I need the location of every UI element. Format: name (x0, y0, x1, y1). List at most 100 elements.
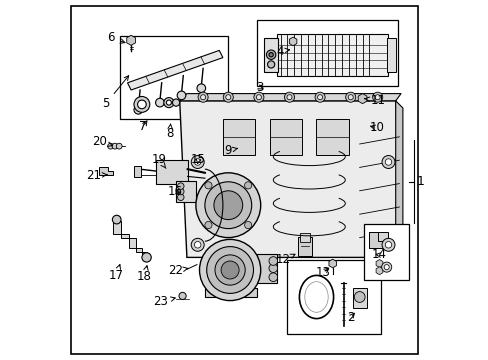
Bar (276, 34, 387, 76)
Polygon shape (375, 267, 382, 275)
Polygon shape (179, 94, 400, 101)
Polygon shape (113, 218, 147, 259)
Bar (316, 119, 348, 155)
Circle shape (381, 156, 394, 168)
Circle shape (134, 105, 142, 114)
Circle shape (372, 92, 382, 102)
Text: 11: 11 (364, 94, 385, 107)
Bar (352, 130, 368, 139)
Circle shape (112, 143, 118, 149)
Circle shape (204, 182, 251, 229)
Polygon shape (375, 260, 382, 267)
Circle shape (197, 84, 205, 93)
Bar (368, 232, 387, 248)
Circle shape (345, 92, 355, 102)
Text: 6: 6 (107, 31, 124, 44)
Text: 10: 10 (369, 121, 384, 134)
Bar (257, 254, 276, 283)
Circle shape (163, 98, 174, 108)
Circle shape (191, 156, 204, 168)
Bar (204, 288, 257, 297)
Circle shape (107, 143, 113, 149)
Circle shape (177, 183, 183, 189)
Text: 1: 1 (416, 175, 424, 188)
Circle shape (268, 264, 277, 273)
Circle shape (244, 182, 251, 189)
Circle shape (177, 188, 183, 195)
Circle shape (244, 221, 251, 229)
Circle shape (225, 95, 230, 100)
Text: 13: 13 (315, 266, 330, 279)
Text: 18: 18 (137, 266, 152, 283)
Circle shape (268, 257, 277, 265)
Circle shape (385, 159, 391, 165)
Bar (223, 119, 255, 155)
Polygon shape (99, 167, 113, 175)
Circle shape (198, 92, 208, 102)
Text: 12: 12 (275, 253, 294, 266)
Text: 16: 16 (167, 185, 183, 198)
Circle shape (200, 95, 205, 100)
Circle shape (221, 261, 239, 279)
Polygon shape (289, 37, 296, 46)
Circle shape (354, 292, 365, 302)
Text: 15: 15 (191, 153, 205, 166)
Text: 20: 20 (92, 135, 113, 148)
Bar (257, 20, 397, 86)
Bar (269, 119, 302, 155)
Text: 21: 21 (86, 169, 107, 182)
Text: 3: 3 (256, 81, 263, 94)
Bar (299, 233, 310, 242)
Circle shape (142, 253, 151, 262)
Circle shape (116, 143, 122, 149)
Circle shape (268, 53, 273, 57)
Circle shape (177, 91, 185, 100)
Circle shape (166, 100, 171, 105)
Circle shape (196, 173, 260, 238)
Circle shape (204, 182, 212, 189)
Circle shape (213, 191, 242, 220)
Text: 7: 7 (139, 120, 146, 133)
Text: 9: 9 (224, 144, 237, 157)
Circle shape (267, 61, 274, 68)
Circle shape (381, 262, 391, 272)
Circle shape (215, 255, 244, 285)
Circle shape (194, 242, 201, 248)
Bar (264, 38, 277, 72)
Circle shape (177, 194, 183, 201)
Circle shape (347, 95, 352, 100)
Circle shape (179, 292, 186, 300)
Bar (286, 260, 380, 334)
Polygon shape (127, 50, 223, 90)
Circle shape (385, 242, 391, 248)
Bar (208, 274, 253, 289)
Bar (155, 160, 187, 184)
Circle shape (256, 95, 261, 100)
Bar (134, 166, 141, 177)
Circle shape (266, 50, 275, 59)
Circle shape (384, 265, 388, 270)
Polygon shape (179, 101, 402, 257)
Circle shape (206, 247, 253, 293)
Polygon shape (395, 101, 402, 257)
Bar (355, 138, 363, 148)
Text: 2: 2 (346, 311, 354, 324)
Text: 14: 14 (371, 248, 386, 261)
Text: 23: 23 (153, 295, 175, 308)
Circle shape (172, 99, 179, 106)
Circle shape (286, 95, 291, 100)
Bar (176, 181, 196, 202)
Bar (352, 288, 366, 308)
Circle shape (204, 221, 212, 229)
Circle shape (194, 159, 201, 165)
Circle shape (317, 95, 322, 100)
Bar (386, 38, 395, 72)
Text: 22: 22 (167, 264, 188, 277)
Text: 8: 8 (165, 124, 173, 140)
Circle shape (223, 92, 233, 102)
Text: 5: 5 (102, 76, 128, 110)
Circle shape (253, 92, 264, 102)
Circle shape (314, 92, 325, 102)
Text: 17: 17 (108, 265, 123, 282)
Text: 19: 19 (151, 153, 166, 168)
